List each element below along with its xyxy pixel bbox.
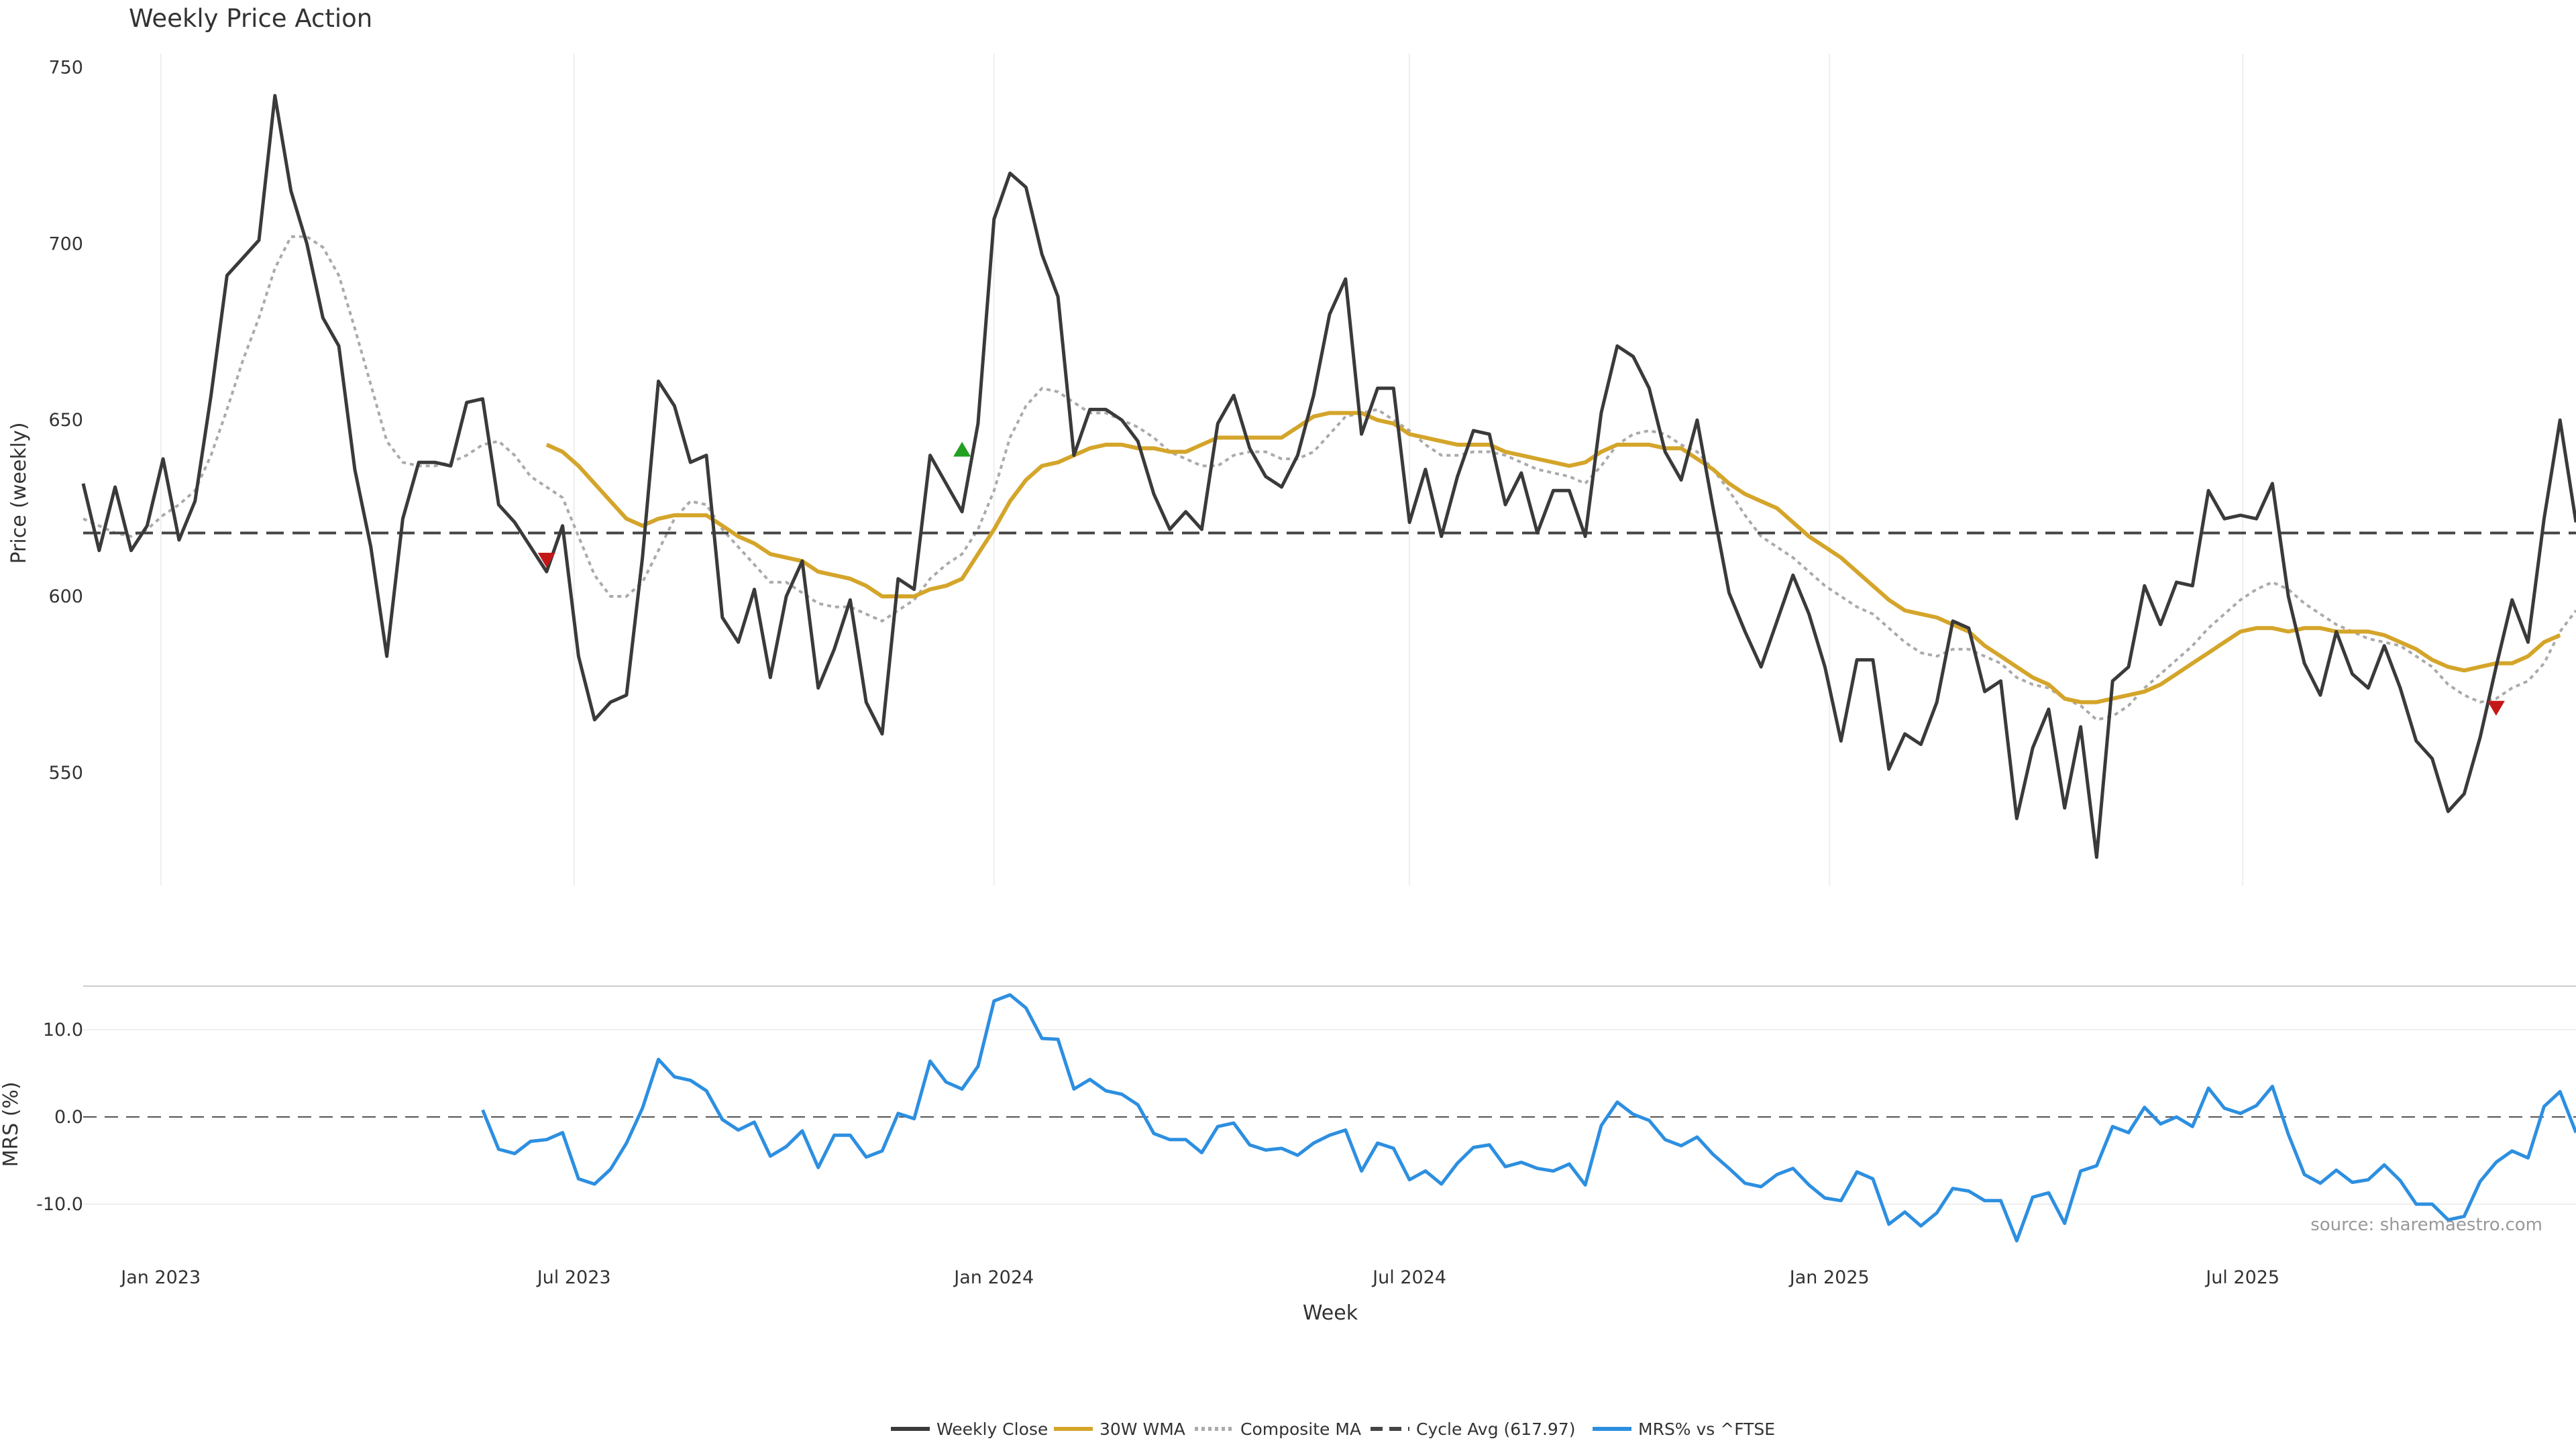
mrs-panel: -10.0 0.0 10.0 MRS (%) — [0, 985, 2576, 1243]
x-tick-label: Jul 2023 — [536, 1267, 611, 1288]
sell-signal-marker — [537, 553, 555, 568]
signal-markers — [537, 441, 2505, 716]
source-note: source: sharemaestro.com — [2310, 1215, 2542, 1235]
price-grid — [160, 54, 2244, 885]
mrs-y-tick-label: 10.0 — [43, 1020, 83, 1040]
x-axis-ticks: Jan 2023 Jul 2023 Jan 2024 Jul 2024 Jan 2025… — [119, 1267, 2279, 1288]
price-y-ticks: 550 600 650 700 750 — [48, 58, 83, 784]
price-y-tick-label: 750 — [48, 58, 83, 78]
x-tick-label: Jan 2023 — [119, 1267, 201, 1288]
mrs-series — [481, 993, 2576, 1243]
mrs-y-tick-label: 0.0 — [54, 1107, 83, 1128]
series-mrs-line — [481, 993, 2576, 1243]
mrs-y-axis-label: MRS (%) — [0, 1081, 23, 1167]
mrs-grid — [83, 1029, 2576, 1205]
price-series — [81, 94, 2576, 859]
price-y-axis-label: Price (weekly) — [7, 422, 31, 564]
x-tick-label: Jul 2025 — [2204, 1267, 2279, 1288]
price-y-tick-label: 650 — [48, 410, 83, 431]
x-tick-label: Jul 2024 — [1371, 1267, 1446, 1288]
series-weekly-close-line — [81, 94, 2576, 859]
series-composite-ma-line — [83, 235, 2576, 721]
legend-label: Cycle Avg (617.97) — [1416, 1419, 1576, 1439]
legend-label: Weekly Close — [936, 1419, 1048, 1439]
legend: Weekly Close 30W WMA Composite MA Cycle Avg… — [891, 1419, 1775, 1439]
chart-title: Weekly Price Action — [129, 4, 372, 33]
mrs-y-ticks: -10.0 0.0 10.0 — [36, 1020, 83, 1215]
x-tick-label: Jan 2025 — [1788, 1267, 1870, 1288]
price-y-tick-label: 550 — [48, 763, 83, 784]
price-y-tick-label: 600 — [48, 586, 83, 607]
legend-label: 30W WMA — [1099, 1419, 1185, 1439]
buy-signal-marker — [953, 441, 971, 457]
mrs-y-tick-label: -10.0 — [36, 1194, 83, 1215]
x-axis-label: Week — [1303, 1301, 1358, 1325]
legend-label: Composite MA — [1240, 1419, 1361, 1439]
legend-label: MRS% vs ^FTSE — [1638, 1419, 1775, 1439]
price-panel: 550 600 650 700 750 Price (weekly) — [7, 54, 2576, 885]
price-y-tick-label: 700 — [48, 233, 83, 254]
x-tick-label: Jan 2024 — [953, 1267, 1034, 1288]
series-30w-wma-line — [545, 411, 2561, 704]
sell-signal-marker — [2487, 700, 2505, 716]
